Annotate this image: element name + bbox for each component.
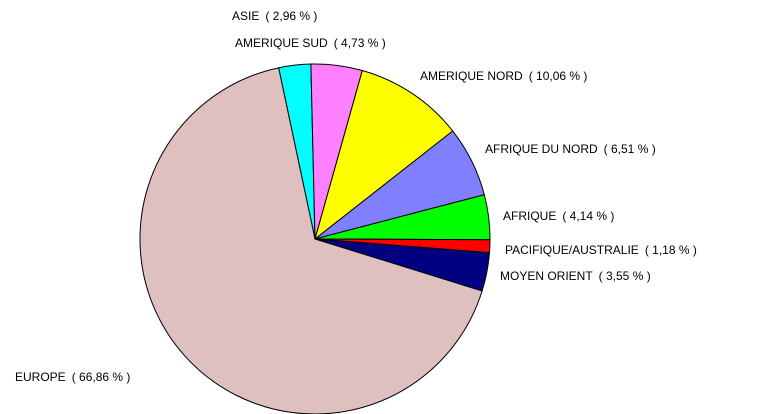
slice-label: AFRIQUE DU NORD ( 6,51 % ): [485, 142, 656, 156]
slice-label: AMERIQUE SUD ( 4,73 % ): [235, 36, 386, 50]
category-name: AFRIQUE: [503, 209, 556, 223]
category-name: MOYEN ORIENT: [500, 269, 593, 283]
value-label: ( 10,06 % ): [529, 69, 588, 83]
value-label: ( 2,96 % ): [265, 9, 317, 23]
pie-slice: [139, 67, 483, 414]
slice-label: AFRIQUE ( 4,14 % ): [503, 209, 614, 223]
value-label: ( 66,86 % ): [72, 370, 131, 384]
value-label: ( 4,14 % ): [562, 209, 614, 223]
category-name: ASIE: [232, 9, 259, 23]
value-label: ( 3,55 % ): [599, 269, 651, 283]
value-label: ( 1,18 % ): [645, 243, 697, 257]
category-name: AFRIQUE DU NORD: [485, 142, 598, 156]
slice-label: ASIE ( 2,96 % ): [232, 9, 317, 23]
category-name: PACIFIQUE/AUSTRALIE: [505, 243, 639, 257]
pie-slice: [314, 69, 454, 241]
slice-label: EUROPE ( 66,86 % ): [15, 370, 130, 384]
slice-label: AMERIQUE NORD ( 10,06 % ): [420, 69, 587, 83]
slice-label: MOYEN ORIENT ( 3,55 % ): [500, 269, 651, 283]
category-name: AMERIQUE NORD: [420, 69, 523, 83]
category-name: AMERIQUE SUD: [235, 36, 328, 50]
category-name: EUROPE: [15, 370, 66, 384]
value-label: ( 4,73 % ): [334, 36, 386, 50]
slice-label: PACIFIQUE/AUSTRALIE ( 1,18 % ): [505, 243, 697, 257]
value-label: ( 6,51 % ): [604, 142, 656, 156]
